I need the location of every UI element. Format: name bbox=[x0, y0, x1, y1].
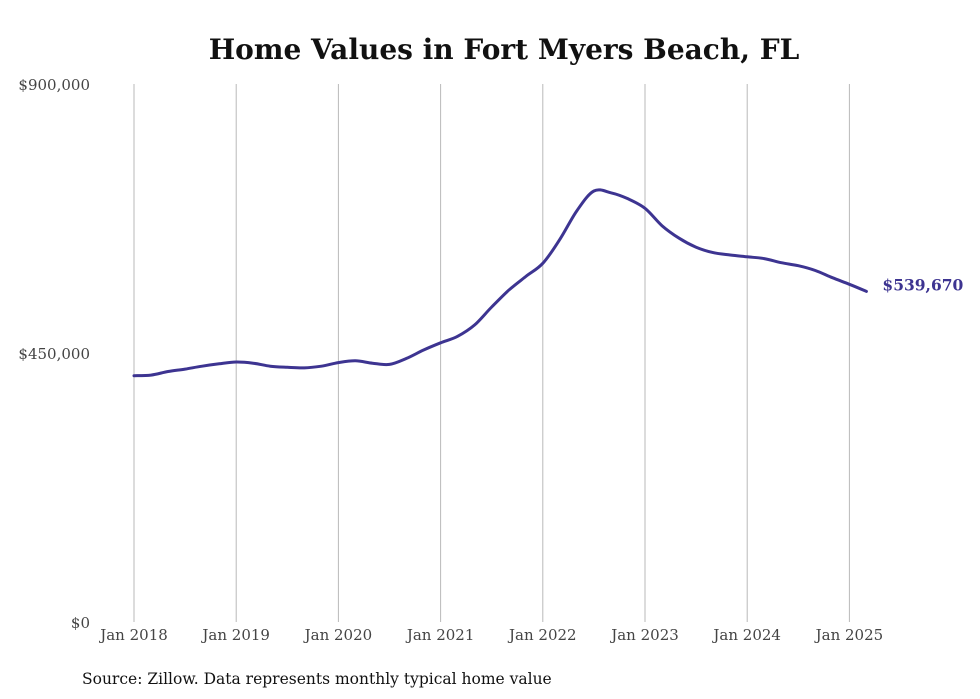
source-note: Source: Zillow. Data represents monthly … bbox=[82, 670, 552, 688]
x-tick-label: Jan 2018 bbox=[98, 626, 168, 644]
home-value-line bbox=[132, 188, 868, 378]
latest-value-label: $539,670 bbox=[882, 275, 963, 294]
x-tick-label: Jan 2025 bbox=[814, 626, 884, 644]
x-tick-label: Jan 2021 bbox=[405, 626, 475, 644]
x-tick-label: Jan 2020 bbox=[303, 626, 373, 644]
y-tick-label: $450,000 bbox=[18, 345, 90, 363]
x-tick-label: Jan 2022 bbox=[507, 626, 577, 644]
chart-title: Home Values in Fort Myers Beach, FL bbox=[209, 33, 800, 66]
x-tick-label: Jan 2023 bbox=[609, 626, 679, 644]
x-tick-label: Jan 2024 bbox=[711, 626, 781, 644]
y-tick-label: $900,000 bbox=[18, 76, 90, 94]
y-tick-label: $0 bbox=[71, 614, 90, 632]
x-tick-label: Jan 2019 bbox=[200, 626, 270, 644]
y-axis-ticks: $900,000 $450,000 $0 bbox=[18, 76, 90, 632]
vertical-gridlines bbox=[133, 84, 850, 622]
x-axis-ticks: Jan 2018 Jan 2019 Jan 2020 Jan 2021 Jan 2022… bbox=[98, 626, 883, 644]
